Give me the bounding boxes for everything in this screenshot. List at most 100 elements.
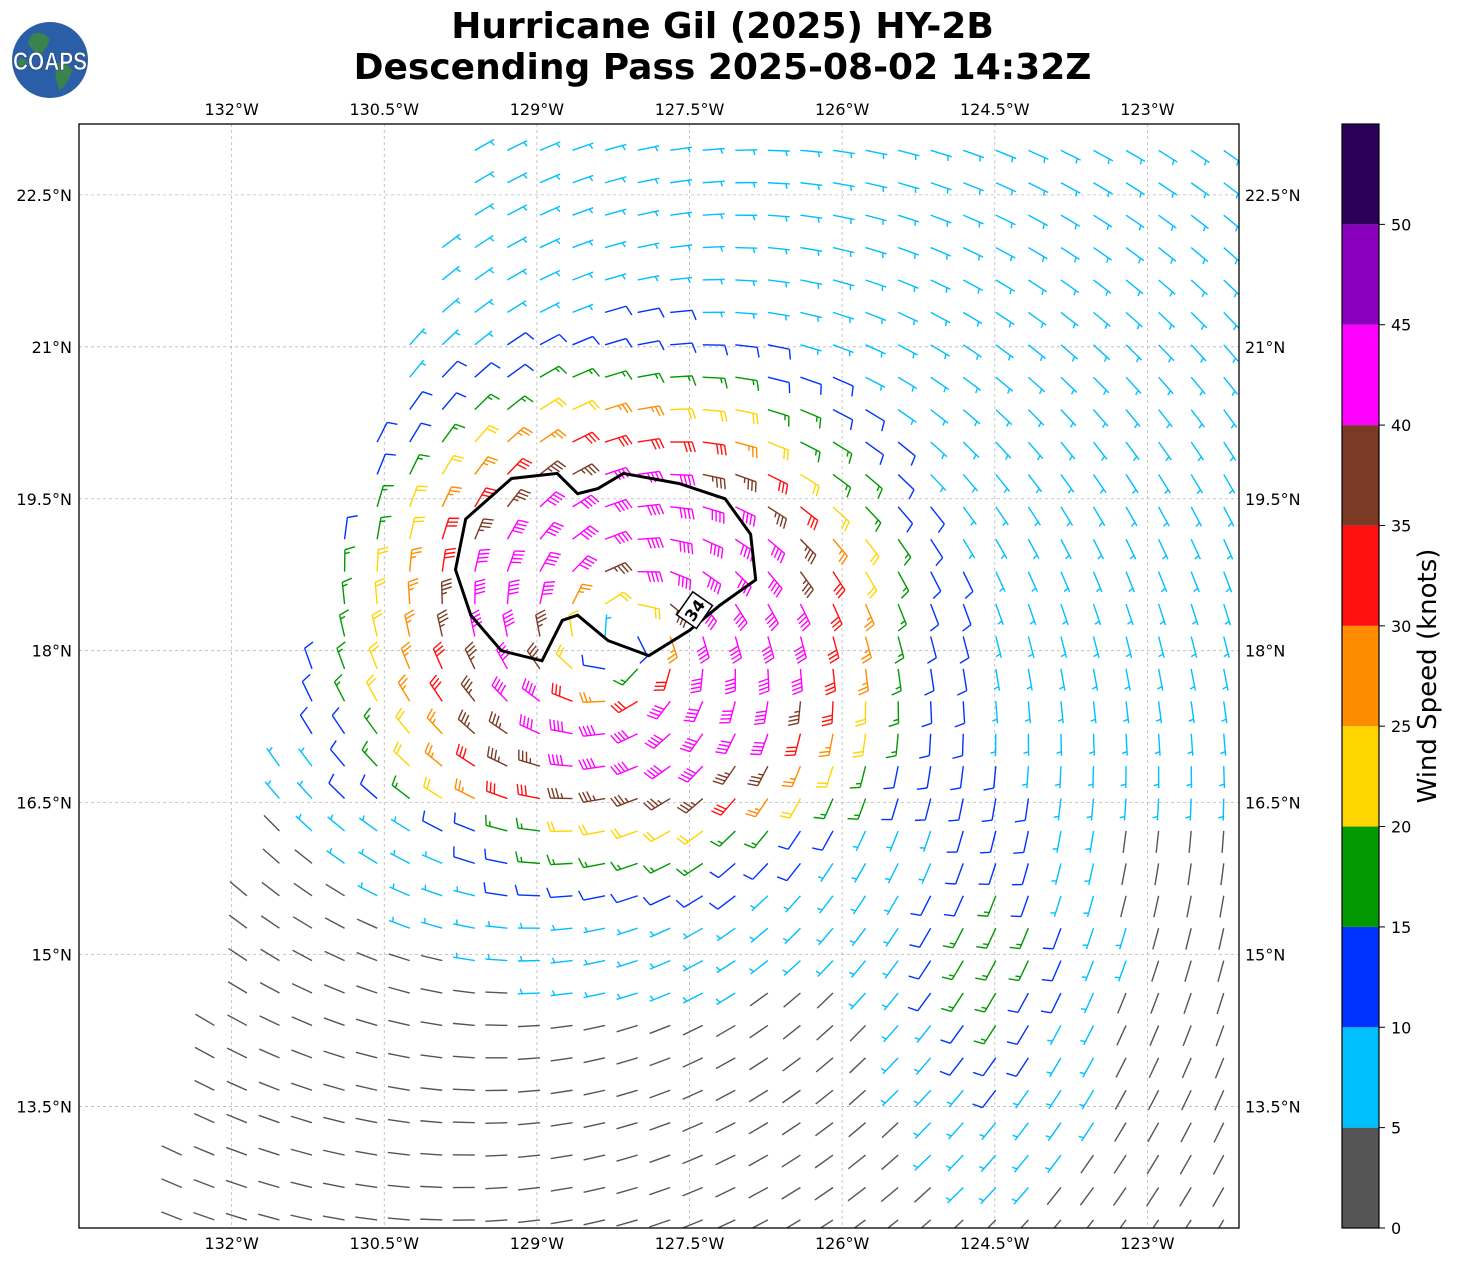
barb-feather — [691, 543, 694, 555]
barb-half-feather — [1007, 388, 1011, 394]
barb-half-feather — [547, 467, 553, 472]
wind-barb — [1027, 636, 1035, 658]
wind-barb — [702, 506, 725, 524]
barb-feather — [402, 645, 412, 653]
barb-feather — [521, 678, 527, 689]
wind-barb — [849, 765, 867, 789]
barb-feather — [770, 582, 778, 592]
barb-feather — [819, 750, 830, 754]
wind-barb — [539, 205, 561, 216]
barb-shaft — [193, 1211, 215, 1221]
wind-barb — [670, 211, 693, 218]
wind-barb — [474, 424, 500, 443]
barb-shaft — [1122, 830, 1127, 853]
barb-feather — [704, 614, 713, 625]
wind-barb — [491, 676, 508, 702]
barb-feather — [687, 542, 690, 554]
wind-barb — [995, 344, 1014, 361]
barb-feather — [747, 809, 758, 815]
barb-shaft — [832, 376, 854, 387]
barb-shaft — [616, 1024, 638, 1033]
barb-shaft — [781, 1154, 801, 1168]
wind-barb — [637, 177, 660, 185]
wind-barb — [885, 733, 899, 759]
barb-feather — [1040, 1010, 1052, 1014]
barb-half-feather — [1002, 521, 1007, 527]
barb-feather — [683, 508, 687, 519]
barb-feather — [964, 590, 974, 600]
wind-barb — [1092, 506, 1106, 527]
barb-feather — [520, 488, 531, 494]
barb-feather — [400, 641, 410, 650]
wind-barb — [1155, 830, 1160, 853]
wind-barb — [1148, 1057, 1160, 1079]
wind-barb — [1179, 1187, 1192, 1207]
barb-half-feather — [1202, 225, 1207, 232]
barb-half-feather — [439, 623, 445, 628]
barb-half-feather — [968, 554, 974, 559]
barb-half-feather — [850, 152, 853, 159]
barb-shaft — [485, 991, 508, 994]
barb-half-feather — [588, 144, 594, 150]
barb-half-feather — [844, 484, 849, 491]
barb-feather — [411, 550, 422, 555]
wind-barb — [1223, 214, 1239, 232]
wind-barb — [322, 1149, 345, 1156]
barb-shaft — [1121, 863, 1127, 886]
wind-barb — [356, 918, 378, 929]
wind-barb — [486, 746, 508, 767]
wind-barb — [1012, 1089, 1029, 1109]
barb-shaft — [294, 849, 313, 864]
wind-barb — [387, 1052, 410, 1059]
barb-half-feather — [621, 209, 626, 216]
barb-feather — [832, 619, 841, 628]
barb-half-feather — [882, 972, 888, 976]
wind-barb — [604, 434, 633, 447]
wind-barb — [1219, 895, 1225, 918]
barb-half-feather — [1010, 222, 1013, 229]
barb-feather — [374, 577, 386, 583]
barb-half-feather — [1029, 620, 1035, 625]
barb-feather — [524, 680, 530, 691]
wind-barb — [539, 397, 567, 411]
barb-feather — [548, 555, 559, 559]
wind-barb — [748, 1089, 769, 1103]
wind-barb — [800, 441, 821, 463]
barb-feather — [857, 686, 869, 692]
barb-feather — [414, 516, 426, 519]
wind-barb — [962, 506, 977, 526]
wind-barb — [1087, 766, 1095, 789]
barb-shaft — [422, 820, 443, 832]
barb-feather — [612, 679, 623, 686]
barb-half-feather — [1004, 454, 1009, 461]
barb-feather — [710, 840, 720, 847]
wind-barb — [643, 797, 671, 811]
wind-barb — [959, 636, 970, 664]
wind-barb — [441, 360, 468, 378]
wind-barb — [549, 719, 573, 735]
barb-shaft — [420, 1087, 443, 1091]
barb-feather — [797, 657, 807, 664]
wind-barb — [940, 1025, 964, 1044]
barb-half-feather — [752, 313, 756, 320]
barb-feather — [691, 408, 697, 419]
barb-feather — [869, 553, 878, 563]
wind-barb — [295, 813, 313, 832]
wind-barb — [637, 145, 660, 152]
wind-barb — [391, 775, 411, 800]
barb-shaft — [962, 668, 968, 691]
wind-barb — [291, 1049, 313, 1059]
barb-feather — [939, 1070, 950, 1076]
wind-barb — [474, 330, 494, 346]
barb-shaft — [441, 360, 458, 378]
wind-barb — [227, 1014, 248, 1027]
barb-shaft — [1024, 798, 1030, 821]
wind-barb — [358, 815, 378, 832]
barb-feather — [590, 757, 596, 768]
barb-shaft — [815, 1057, 834, 1073]
barb-feather — [795, 653, 806, 660]
wind-barb — [1060, 474, 1075, 494]
barb-feather — [829, 657, 840, 664]
barb-feather — [686, 737, 698, 743]
wind-barb — [894, 636, 905, 664]
